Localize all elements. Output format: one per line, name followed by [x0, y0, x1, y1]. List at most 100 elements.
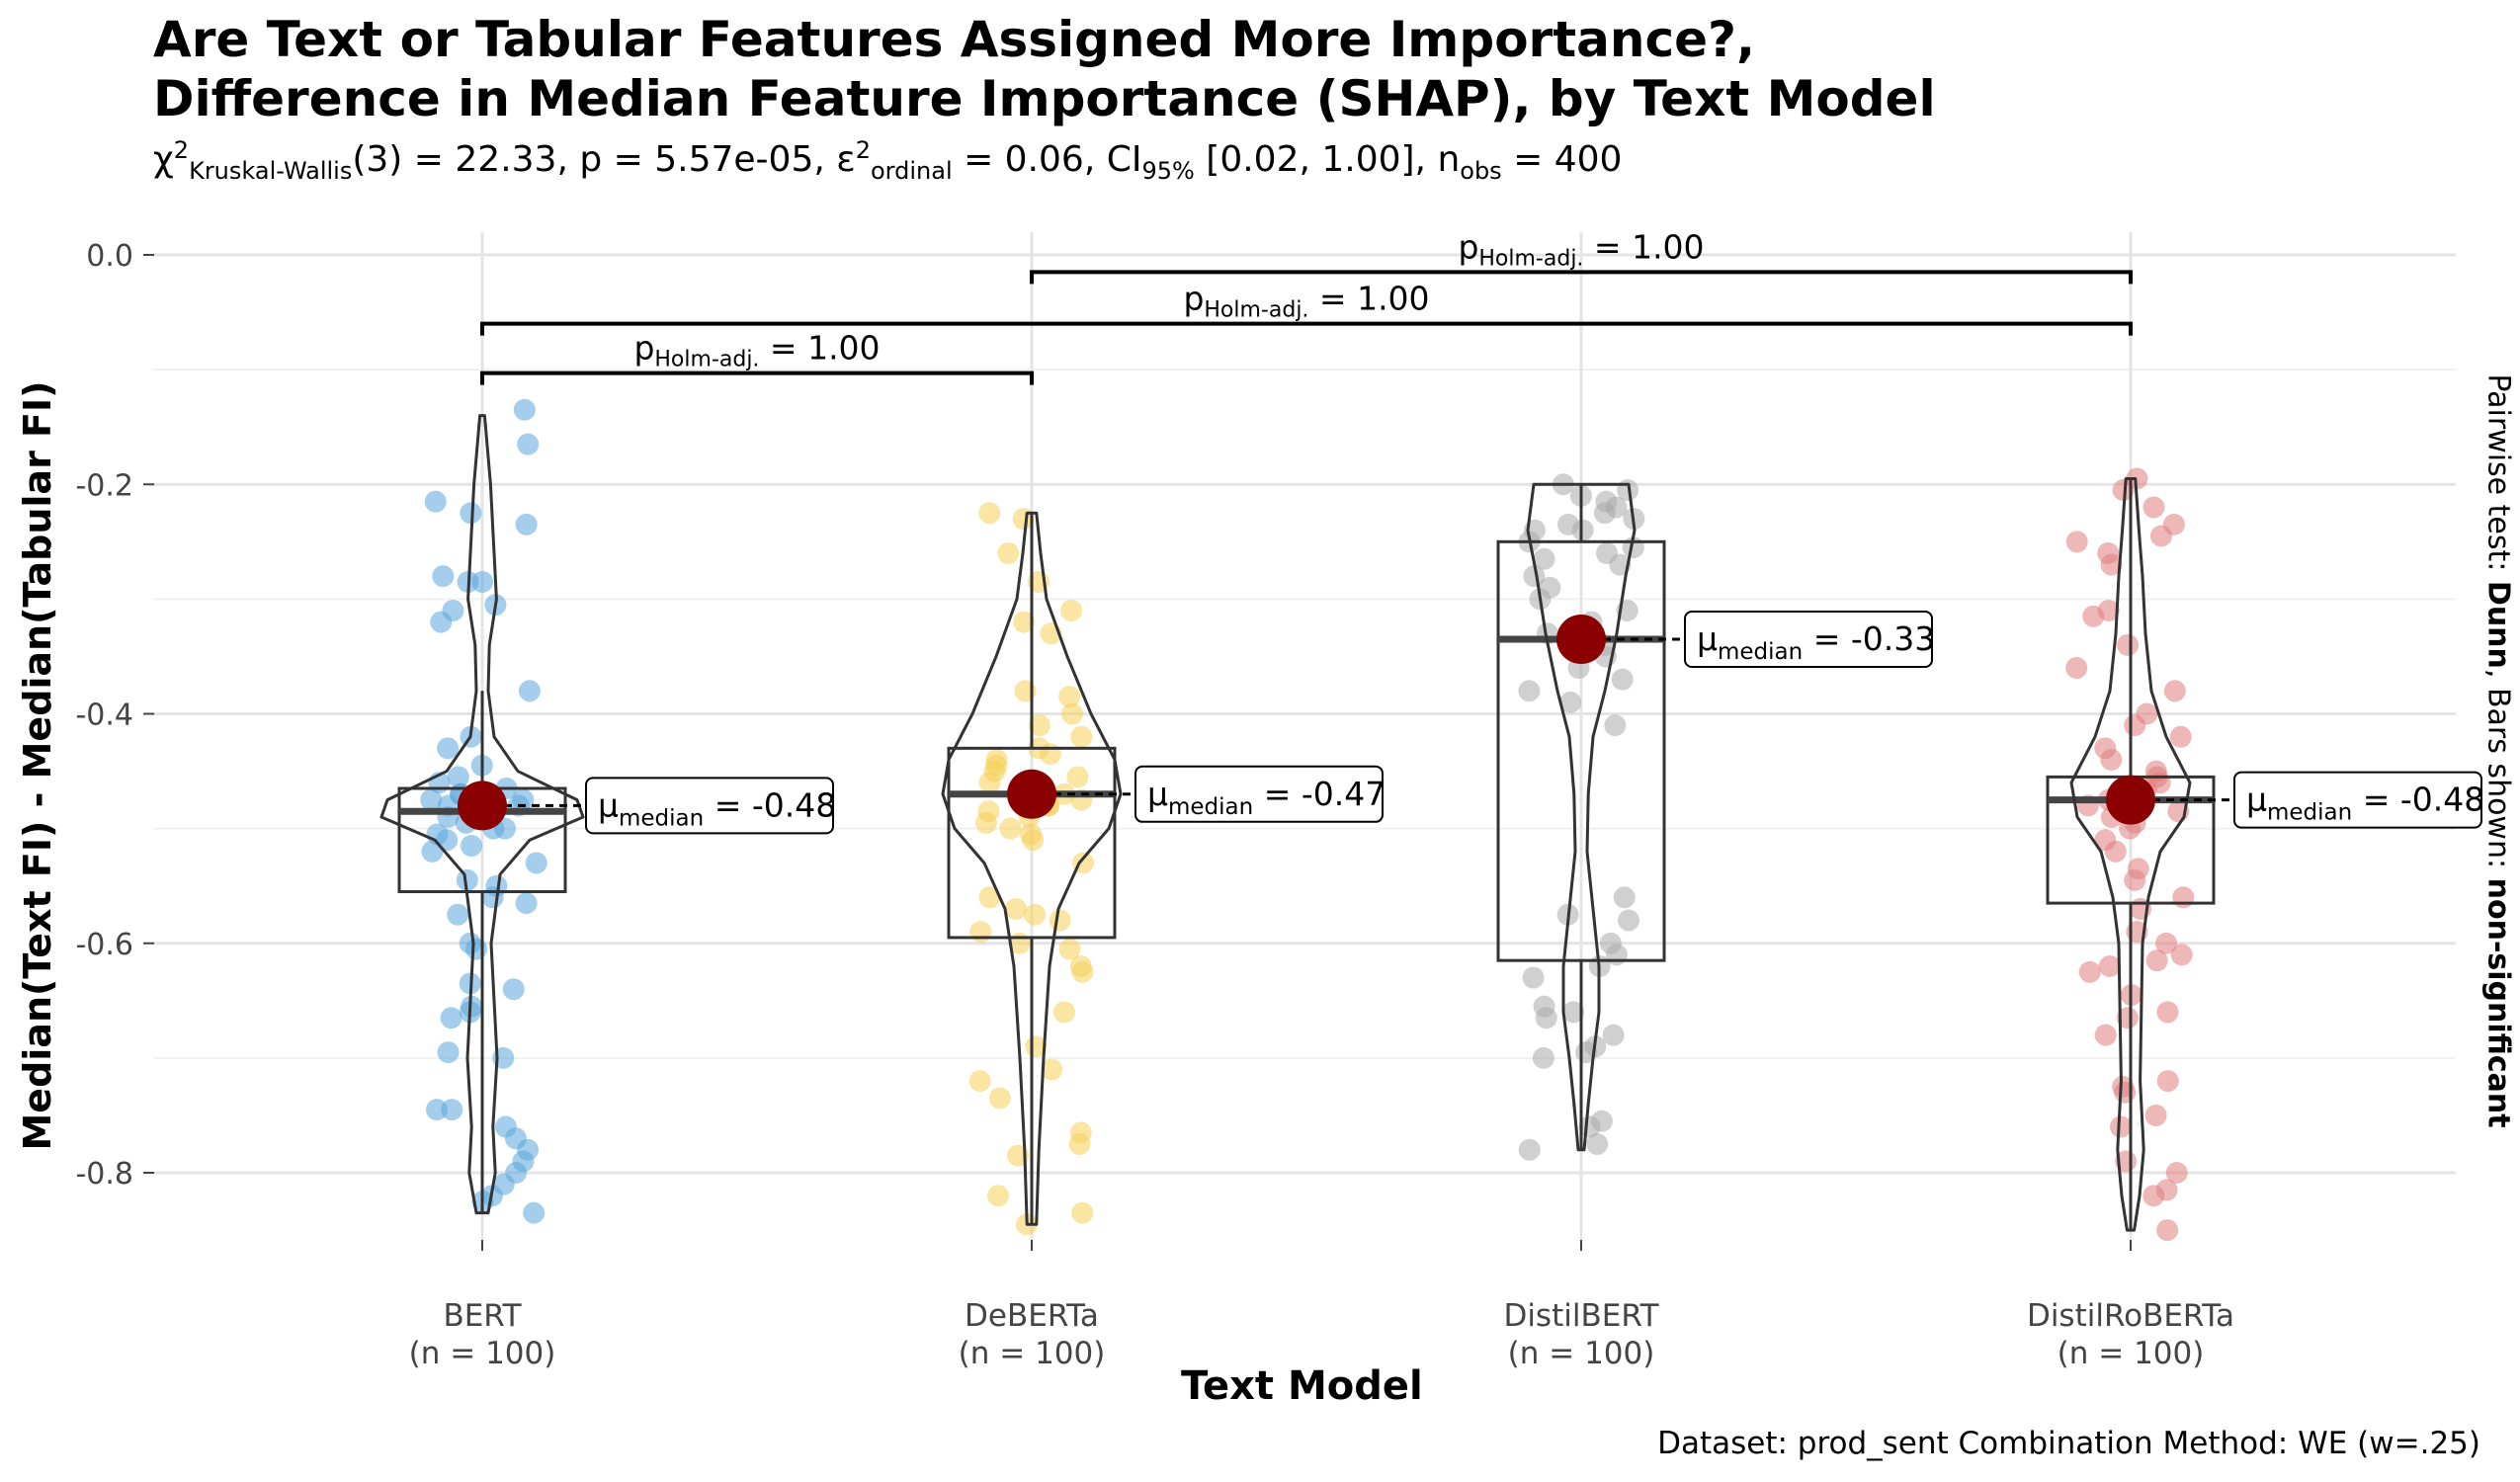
chi-sub: Kruskal-Wallis	[189, 157, 353, 186]
data-point	[1061, 702, 1084, 725]
data-point	[471, 570, 494, 593]
data-point	[2144, 1104, 2167, 1126]
median-label-box	[1134, 765, 1384, 823]
data-point	[1066, 766, 1089, 788]
data-point	[441, 1099, 463, 1121]
data-point	[987, 1185, 1010, 1207]
data-point	[999, 817, 1022, 840]
data-point	[1586, 1132, 1609, 1155]
median-label: μmedian = -0.48	[598, 785, 836, 831]
bracket-line	[480, 370, 1034, 385]
eps-value: = 0.06, CI	[952, 139, 1142, 180]
median-label-box	[2233, 771, 2482, 829]
data-point	[1578, 1115, 1601, 1138]
caption: Dataset: prod_sent Combination Method: W…	[1657, 1426, 2480, 1461]
data-point	[2065, 657, 2088, 680]
data-point	[2065, 531, 2088, 553]
data-point	[1068, 1132, 1091, 1155]
median-label-box	[585, 777, 834, 835]
data-point	[2142, 496, 2165, 519]
data-point	[1522, 966, 1545, 989]
note-prefix: Pairwise test:	[2480, 373, 2516, 581]
data-point	[1593, 502, 1616, 525]
data-point	[1071, 1201, 1094, 1224]
data-point	[515, 513, 538, 535]
data-point	[447, 903, 469, 926]
data-point	[2114, 1081, 2137, 1104]
data-point	[2165, 1162, 2188, 1184]
pairwise-bracket: pHolm-adj. = 1.00	[480, 329, 1034, 385]
data-point	[2156, 1070, 2179, 1093]
data-point	[1562, 1001, 1585, 1024]
x-tick-label: BERT	[443, 1298, 522, 1334]
note-shown: non-significant	[2480, 877, 2516, 1128]
violin-outline	[379, 414, 585, 1215]
ci-sub: 95%	[1141, 157, 1195, 186]
pairwise-bracket: pHolm-adj. = 1.00	[480, 280, 2133, 336]
pairwise-bracket: pHolm-adj. = 1.00	[1030, 227, 2133, 285]
data-point	[481, 886, 504, 909]
data-point	[2094, 1024, 2117, 1046]
data-point	[2116, 1007, 2139, 1029]
data-point	[461, 835, 483, 858]
data-point	[1013, 611, 1036, 633]
data-point	[518, 680, 541, 702]
data-point	[426, 1099, 449, 1121]
x-tick-label: DistilBERT	[1503, 1298, 1659, 1334]
violin-outline	[941, 511, 1123, 1226]
data-point	[1571, 519, 1594, 541]
eps-sup: 2	[855, 136, 871, 164]
data-point	[437, 737, 460, 760]
bracket-line	[480, 321, 2133, 336]
data-point	[437, 1041, 460, 1064]
group-bert: μmedian = -0.48	[379, 398, 836, 1224]
x-tick-label: DeBERTa	[965, 1298, 1099, 1334]
data-point	[978, 772, 1001, 794]
data-point	[1028, 714, 1050, 737]
group-distilroberta: μmedian = -0.48	[2046, 467, 2484, 1242]
data-point	[1535, 1007, 1557, 1029]
data-point	[1041, 1058, 1063, 1081]
median-label: μmedian = -0.48	[2246, 781, 2484, 826]
data-point	[2124, 714, 2146, 737]
data-point	[978, 502, 1001, 525]
data-point	[523, 1201, 546, 1224]
data-point	[1523, 565, 1546, 588]
data-point	[2098, 954, 2121, 977]
data-point	[2149, 525, 2172, 547]
data-point	[969, 921, 992, 944]
data-point	[997, 541, 1020, 564]
ci-value: [0.02, 1.00], n	[1194, 139, 1461, 180]
median-label-box	[1684, 611, 1933, 669]
data-point	[978, 886, 1001, 909]
chart-subtitle: χ2Kruskal-Wallis(3) = 22.33, p = 5.57e-0…	[153, 136, 1622, 185]
chart-title: Are Text or Tabular Features Assigned Mo…	[153, 11, 1936, 127]
data-point	[1613, 886, 1636, 909]
data-point	[2100, 748, 2123, 771]
data-point	[2124, 868, 2146, 891]
violin-outline	[2069, 476, 2192, 1232]
data-point	[1024, 903, 1047, 926]
x-axis-label: Text Model	[1181, 1363, 1423, 1409]
data-point	[2155, 932, 2178, 954]
data-point	[2163, 680, 2186, 702]
median-point	[1007, 769, 1056, 819]
n-value: = 400	[1501, 139, 1623, 180]
data-point	[1005, 897, 1028, 920]
data-point	[1518, 680, 1541, 702]
data-point	[440, 1007, 462, 1029]
data-point	[2156, 1001, 2179, 1024]
data-point	[1071, 960, 1094, 983]
bracket-label: pHolm-adj. = 1.00	[1183, 280, 1429, 323]
data-point	[2169, 725, 2192, 748]
x-tick-count: (n = 100)	[959, 1336, 1106, 1371]
kw-stat: (3) = 22.33, p = 5.57e-05,	[352, 139, 837, 180]
data-point	[968, 1070, 991, 1093]
note-test: Dunn	[2480, 580, 2516, 669]
data-point	[1533, 547, 1555, 570]
data-point	[1602, 1024, 1625, 1046]
data-point	[988, 1087, 1011, 1110]
bracket-line	[1030, 270, 2133, 285]
data-point	[424, 490, 447, 513]
bracket-label: pHolm-adj. = 1.00	[633, 329, 880, 372]
